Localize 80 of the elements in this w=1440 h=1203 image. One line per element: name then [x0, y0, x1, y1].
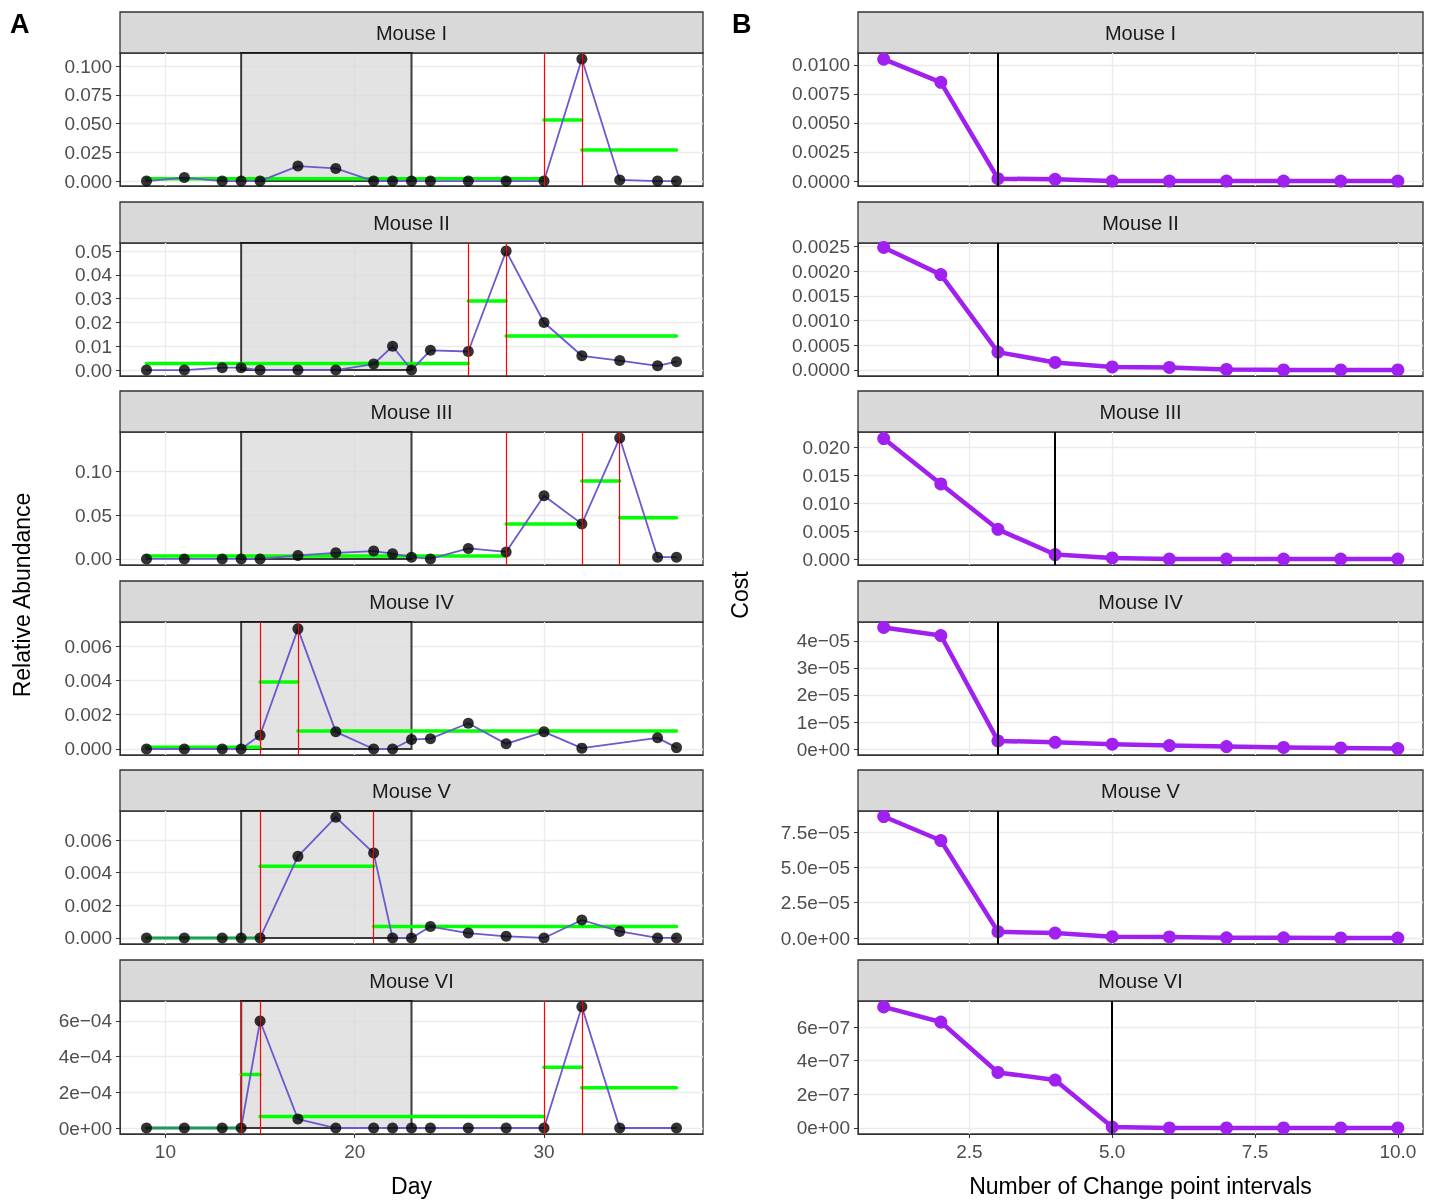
y-tick-label: 0.000: [802, 548, 850, 570]
chart-title: Mouse I: [375, 21, 448, 44]
x-tick-label: 30: [533, 1141, 555, 1162]
y-tick-label: 0.004: [64, 669, 113, 691]
x-tick-label: 20: [344, 1141, 366, 1162]
y-tick-label: 0.0100: [791, 54, 850, 76]
text: B: [732, 8, 752, 39]
chart-title: Mouse I: [1104, 21, 1177, 44]
y-tick-label: 0.0005: [791, 334, 850, 356]
y-tick-label: 0.0010: [791, 309, 850, 331]
y-tick-label: 0.05: [75, 504, 112, 526]
y-tick-label: 0.020: [802, 436, 850, 458]
y-tick-label: 0.005: [802, 520, 850, 542]
y-tick-label: 0.04: [75, 263, 113, 285]
y-tick-label: 0.0075: [791, 83, 850, 105]
y-tick-label: 0.0015: [791, 284, 850, 306]
y-axis-title: Cost: [726, 571, 754, 619]
x-axis-title: Day: [391, 1172, 433, 1199]
y-tick-label: 5.0e−05: [780, 857, 850, 879]
y-tick-label: 0.0025: [791, 141, 850, 163]
chart-title: Mouse II: [1102, 211, 1179, 234]
y-tick-label: 3e−05: [796, 657, 850, 679]
y-tick-label: 0.002: [64, 895, 112, 917]
y-tick-label: 0e+00: [796, 738, 850, 760]
chart-title: Mouse III: [1099, 400, 1182, 423]
y-tick-label: 0.0e+00: [780, 927, 850, 949]
chart-title: Mouse VI: [1098, 969, 1183, 992]
y-tick-label: 4e−07: [796, 1050, 850, 1072]
chart-title: Mouse VI: [369, 969, 454, 992]
y-tick-label: 0.015: [802, 464, 850, 486]
x-tick-label: 10: [154, 1141, 176, 1162]
x-tick-label: 5.0: [1099, 1141, 1126, 1162]
y-tick-label: 0.0025: [791, 235, 850, 257]
y-tick-label: 0.006: [64, 829, 112, 851]
y-tick-label: 0.0000: [791, 170, 850, 192]
chart-title: Mouse V: [1101, 779, 1181, 802]
y-tick-label: 6e−07: [796, 1016, 850, 1038]
x-tick-label: 2.5: [956, 1141, 983, 1162]
y-tick-label: 2e−05: [796, 684, 850, 706]
y-tick-label: 0.00: [75, 359, 112, 381]
y-tick-label: 4e−04: [58, 1046, 113, 1068]
y-tick-label: 1e−05: [796, 711, 850, 733]
y-tick-label: 0.100: [64, 55, 112, 77]
y-tick-label: 0.02: [75, 311, 112, 333]
y-tick-label: 0.002: [64, 703, 112, 725]
y-tick-label: 0.0000: [791, 358, 850, 380]
y-tick-label: 2.5e−05: [780, 892, 850, 914]
x-axis-title: Number of Change point intervals: [969, 1172, 1312, 1199]
y-tick-label: 0.050: [64, 113, 112, 135]
chart-title: Mouse III: [370, 400, 453, 423]
chart-title: Mouse IV: [369, 590, 455, 613]
y-tick-label: 0e+00: [58, 1117, 112, 1139]
y-tick-label: 7.5e−05: [780, 821, 850, 843]
chart-title: Mouse V: [372, 779, 452, 802]
y-tick-label: 0.00: [75, 548, 112, 570]
x-tick-label: 7.5: [1241, 1141, 1269, 1162]
y-tick-label: 0.0020: [791, 260, 850, 282]
y-tick-label: 0.01: [75, 335, 112, 357]
y-tick-label: 0.004: [64, 862, 113, 884]
chart-title: Mouse II: [373, 211, 450, 234]
y-tick-label: 0.000: [64, 927, 112, 949]
y-tick-label: 0.006: [64, 635, 112, 657]
y-tick-label: 0e+00: [796, 1117, 850, 1139]
y-tick-label: 2e−04: [58, 1081, 113, 1103]
y-tick-label: 0.05: [75, 240, 112, 262]
y-tick-label: 0.03: [75, 287, 112, 309]
y-tick-label: 0.075: [64, 84, 112, 106]
x-tick-label: 10.0: [1379, 1141, 1417, 1162]
chart-title: Mouse IV: [1098, 590, 1184, 613]
y-tick-label: 0.0050: [791, 112, 850, 134]
y-tick-label: 4e−05: [796, 630, 850, 652]
y-tick-label: 0.010: [802, 492, 850, 514]
text: A: [10, 8, 30, 39]
y-tick-label: 6e−04: [58, 1010, 113, 1032]
y-tick-label: 0.10: [75, 460, 112, 482]
y-tick-label: 0.000: [64, 738, 112, 760]
y-axis-title: Relative Abundance: [8, 492, 36, 698]
y-tick-label: 2e−07: [796, 1083, 850, 1105]
y-tick-label: 0.000: [64, 170, 112, 192]
y-tick-label: 0.025: [64, 141, 112, 163]
